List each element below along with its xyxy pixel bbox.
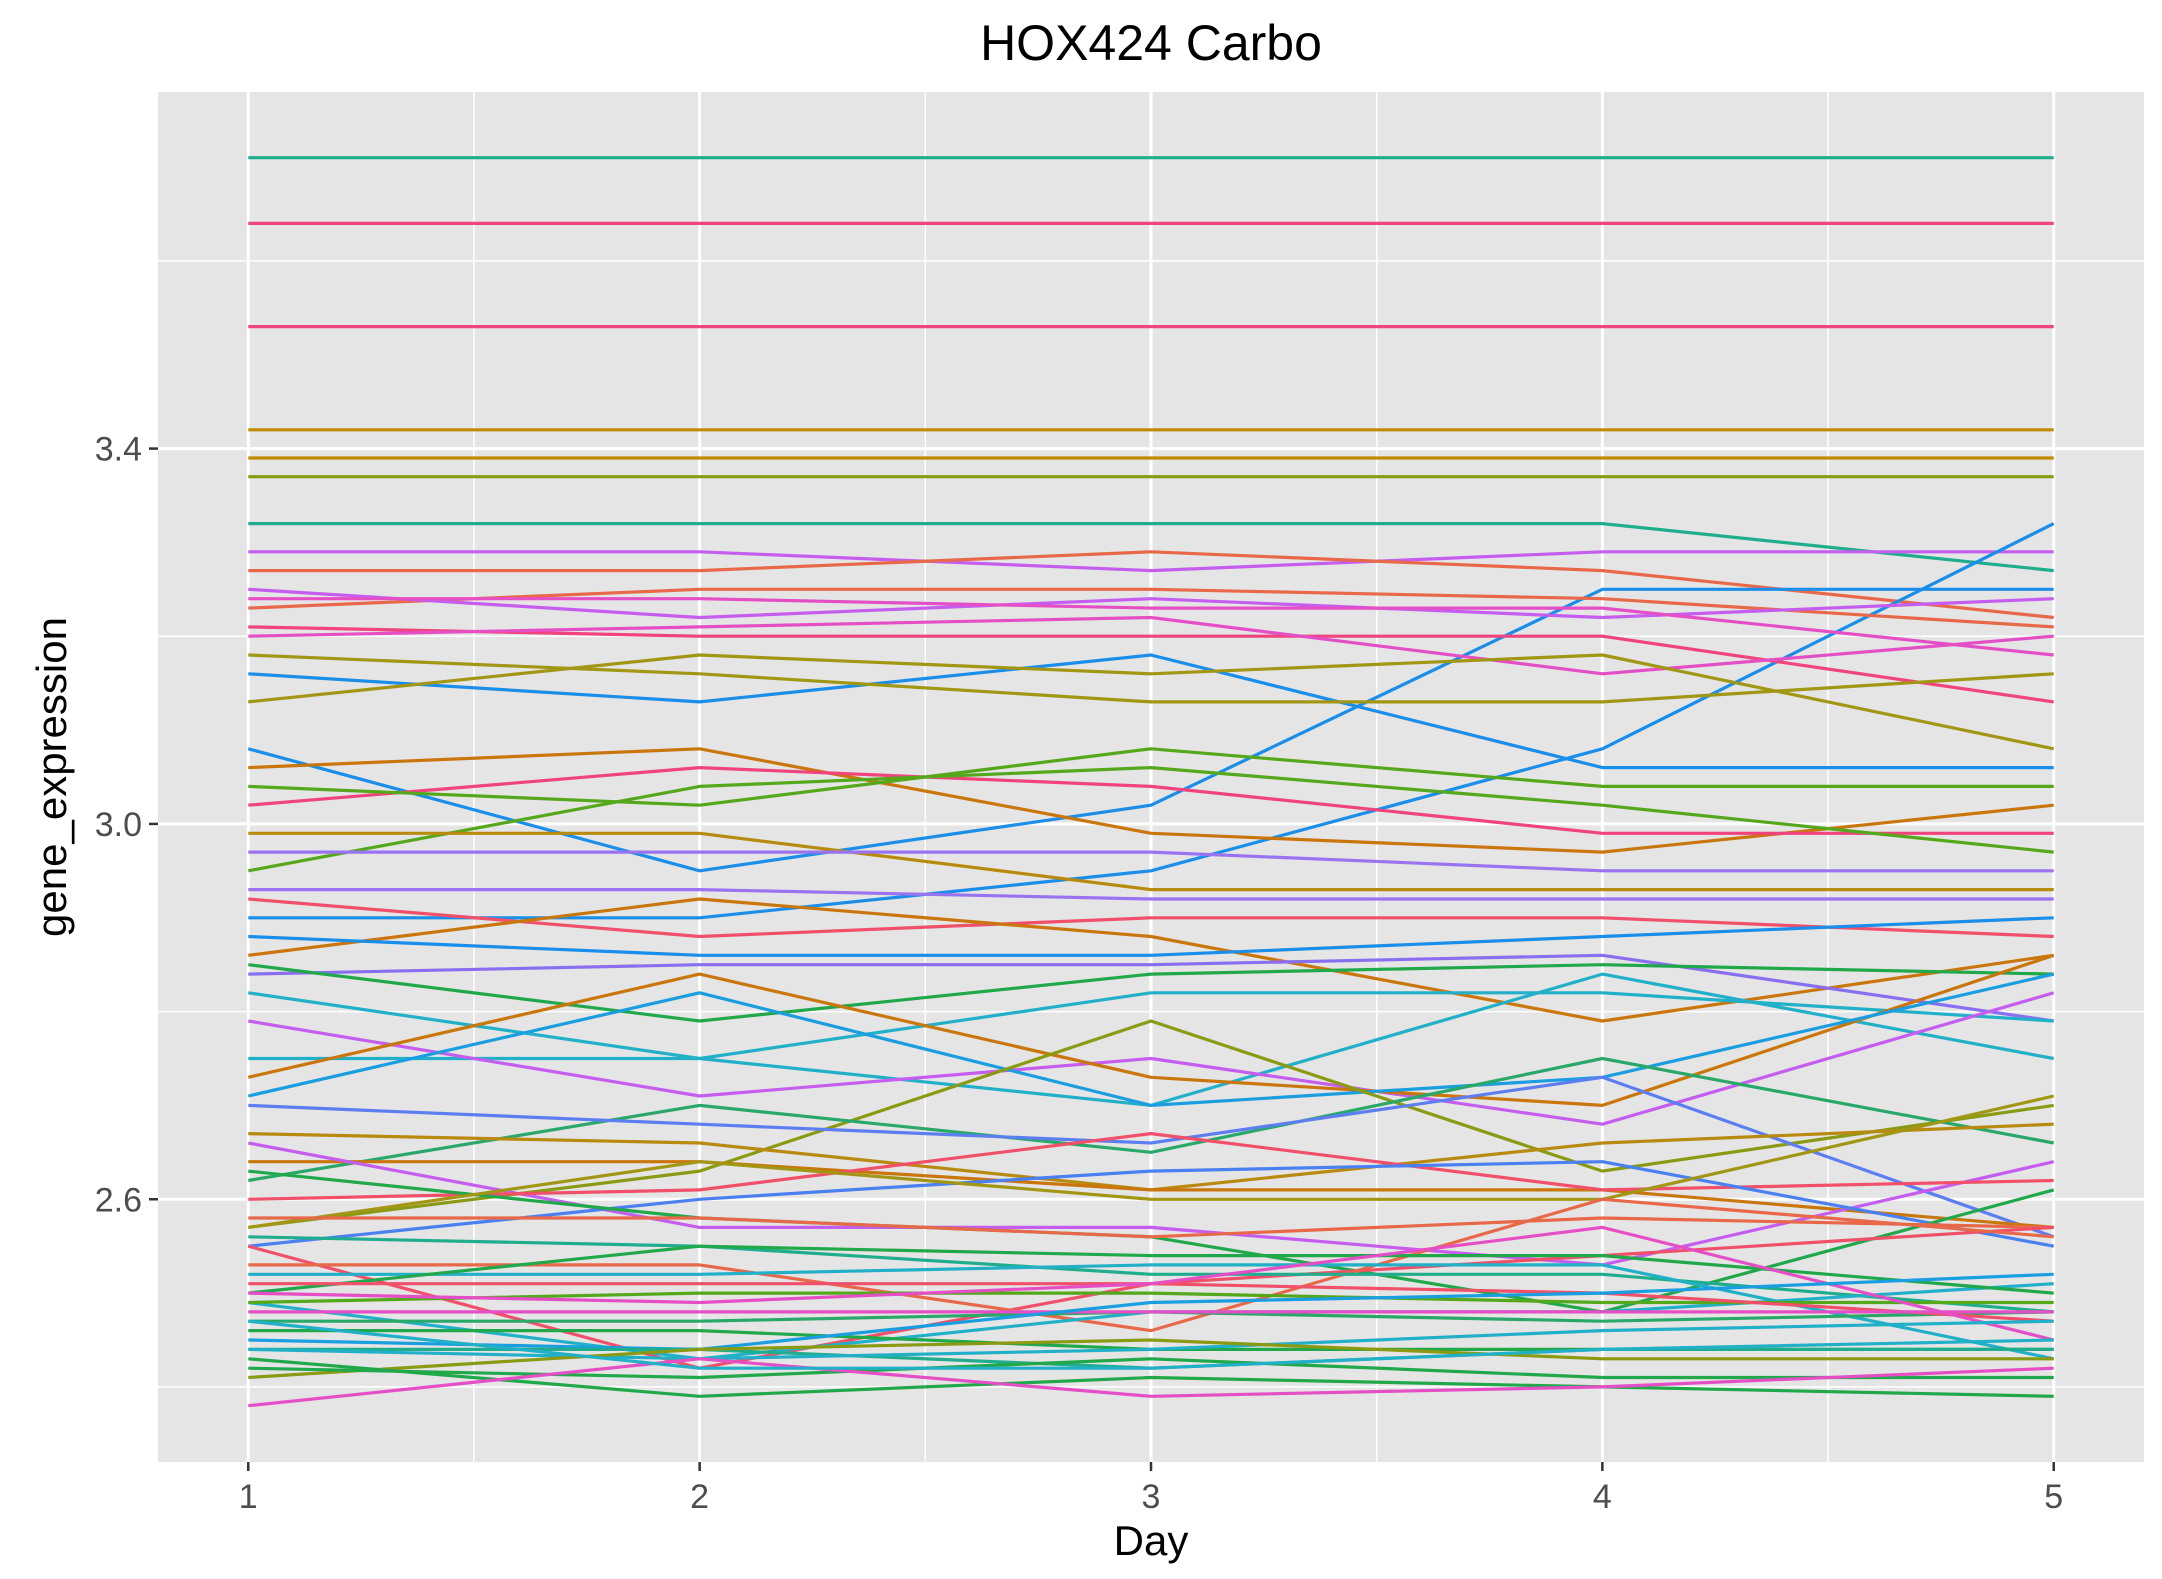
series-line-51 [248,1263,2055,1361]
series-line-18 [248,653,2054,704]
series-line-67 [248,1319,2054,1370]
series-line-17 [248,615,2054,676]
series-line-43 [248,1131,2054,1201]
series-line-46 [248,1094,2055,1229]
series-line-7 [248,521,2054,573]
series-line-49 [248,1197,2054,1333]
series-line-9 [248,550,2054,620]
x-axis-label: Day [1114,1517,1189,1564]
y-tick-label: 3.0 [95,806,142,844]
series-line-41 [248,1160,2054,1229]
series-line-29 [248,916,2054,957]
series-line-44 [248,1160,2054,1248]
series-lines [247,156,2055,1408]
series-line-28 [248,897,2054,1023]
series-line-34 [248,991,2055,1126]
series-line-22 [248,747,2054,807]
series-line-58 [248,1225,2055,1342]
series-line-60 [248,1272,2054,1352]
series-line-62 [248,1319,2054,1361]
x-tick-label: 1 [239,1478,258,1516]
major-gridlines [158,92,2144,1462]
series-line-11 [247,587,2054,873]
series-line-15 [248,597,2054,657]
series-line-30 [248,953,2054,1023]
series-line-14 [248,587,2054,620]
series-line-37 [248,1019,2054,1229]
series-line-65 [248,1357,2054,1398]
series-line-23 [248,765,2054,873]
series-line-53 [248,1244,2054,1295]
series-line-35 [247,953,2055,1108]
series-line-31 [248,963,2054,1023]
series-line-26 [248,887,2054,901]
series-line-42 [248,1141,2055,1267]
y-tick-label: 3.4 [95,431,142,469]
series-line-36 [247,972,2055,1108]
y-axis-label: gene_expression [28,617,75,937]
x-tick-label: 3 [1142,1478,1161,1516]
series-line-39 [248,1075,2055,1239]
series-line-63 [248,1338,2054,1380]
chart-title: HOX424 Carbo [980,15,1322,71]
series-line-10 [248,653,2054,770]
series-line-47 [248,1216,2054,1239]
series-line-24 [248,831,2054,892]
series-line-20 [248,747,2054,854]
series-line-25 [248,850,2054,873]
series-line-8 [248,550,2054,573]
x-tick-label: 5 [2044,1478,2063,1516]
series-line-27 [248,897,2054,939]
y-tick-label: 2.6 [95,1181,142,1219]
x-tick-label: 2 [690,1478,709,1516]
series-line-19 [248,653,2055,751]
series-line-38 [248,1056,2054,1183]
series-line-66 [248,1357,2054,1408]
series-line-21 [248,765,2054,835]
y-axis: 2.6 3.0 3.4 [95,431,158,1219]
x-axis: 1 2 3 4 5 [239,1462,2063,1516]
x-tick-label: 4 [1593,1478,1612,1516]
series-line-16 [248,625,2054,704]
series-line-13 [248,587,2054,629]
